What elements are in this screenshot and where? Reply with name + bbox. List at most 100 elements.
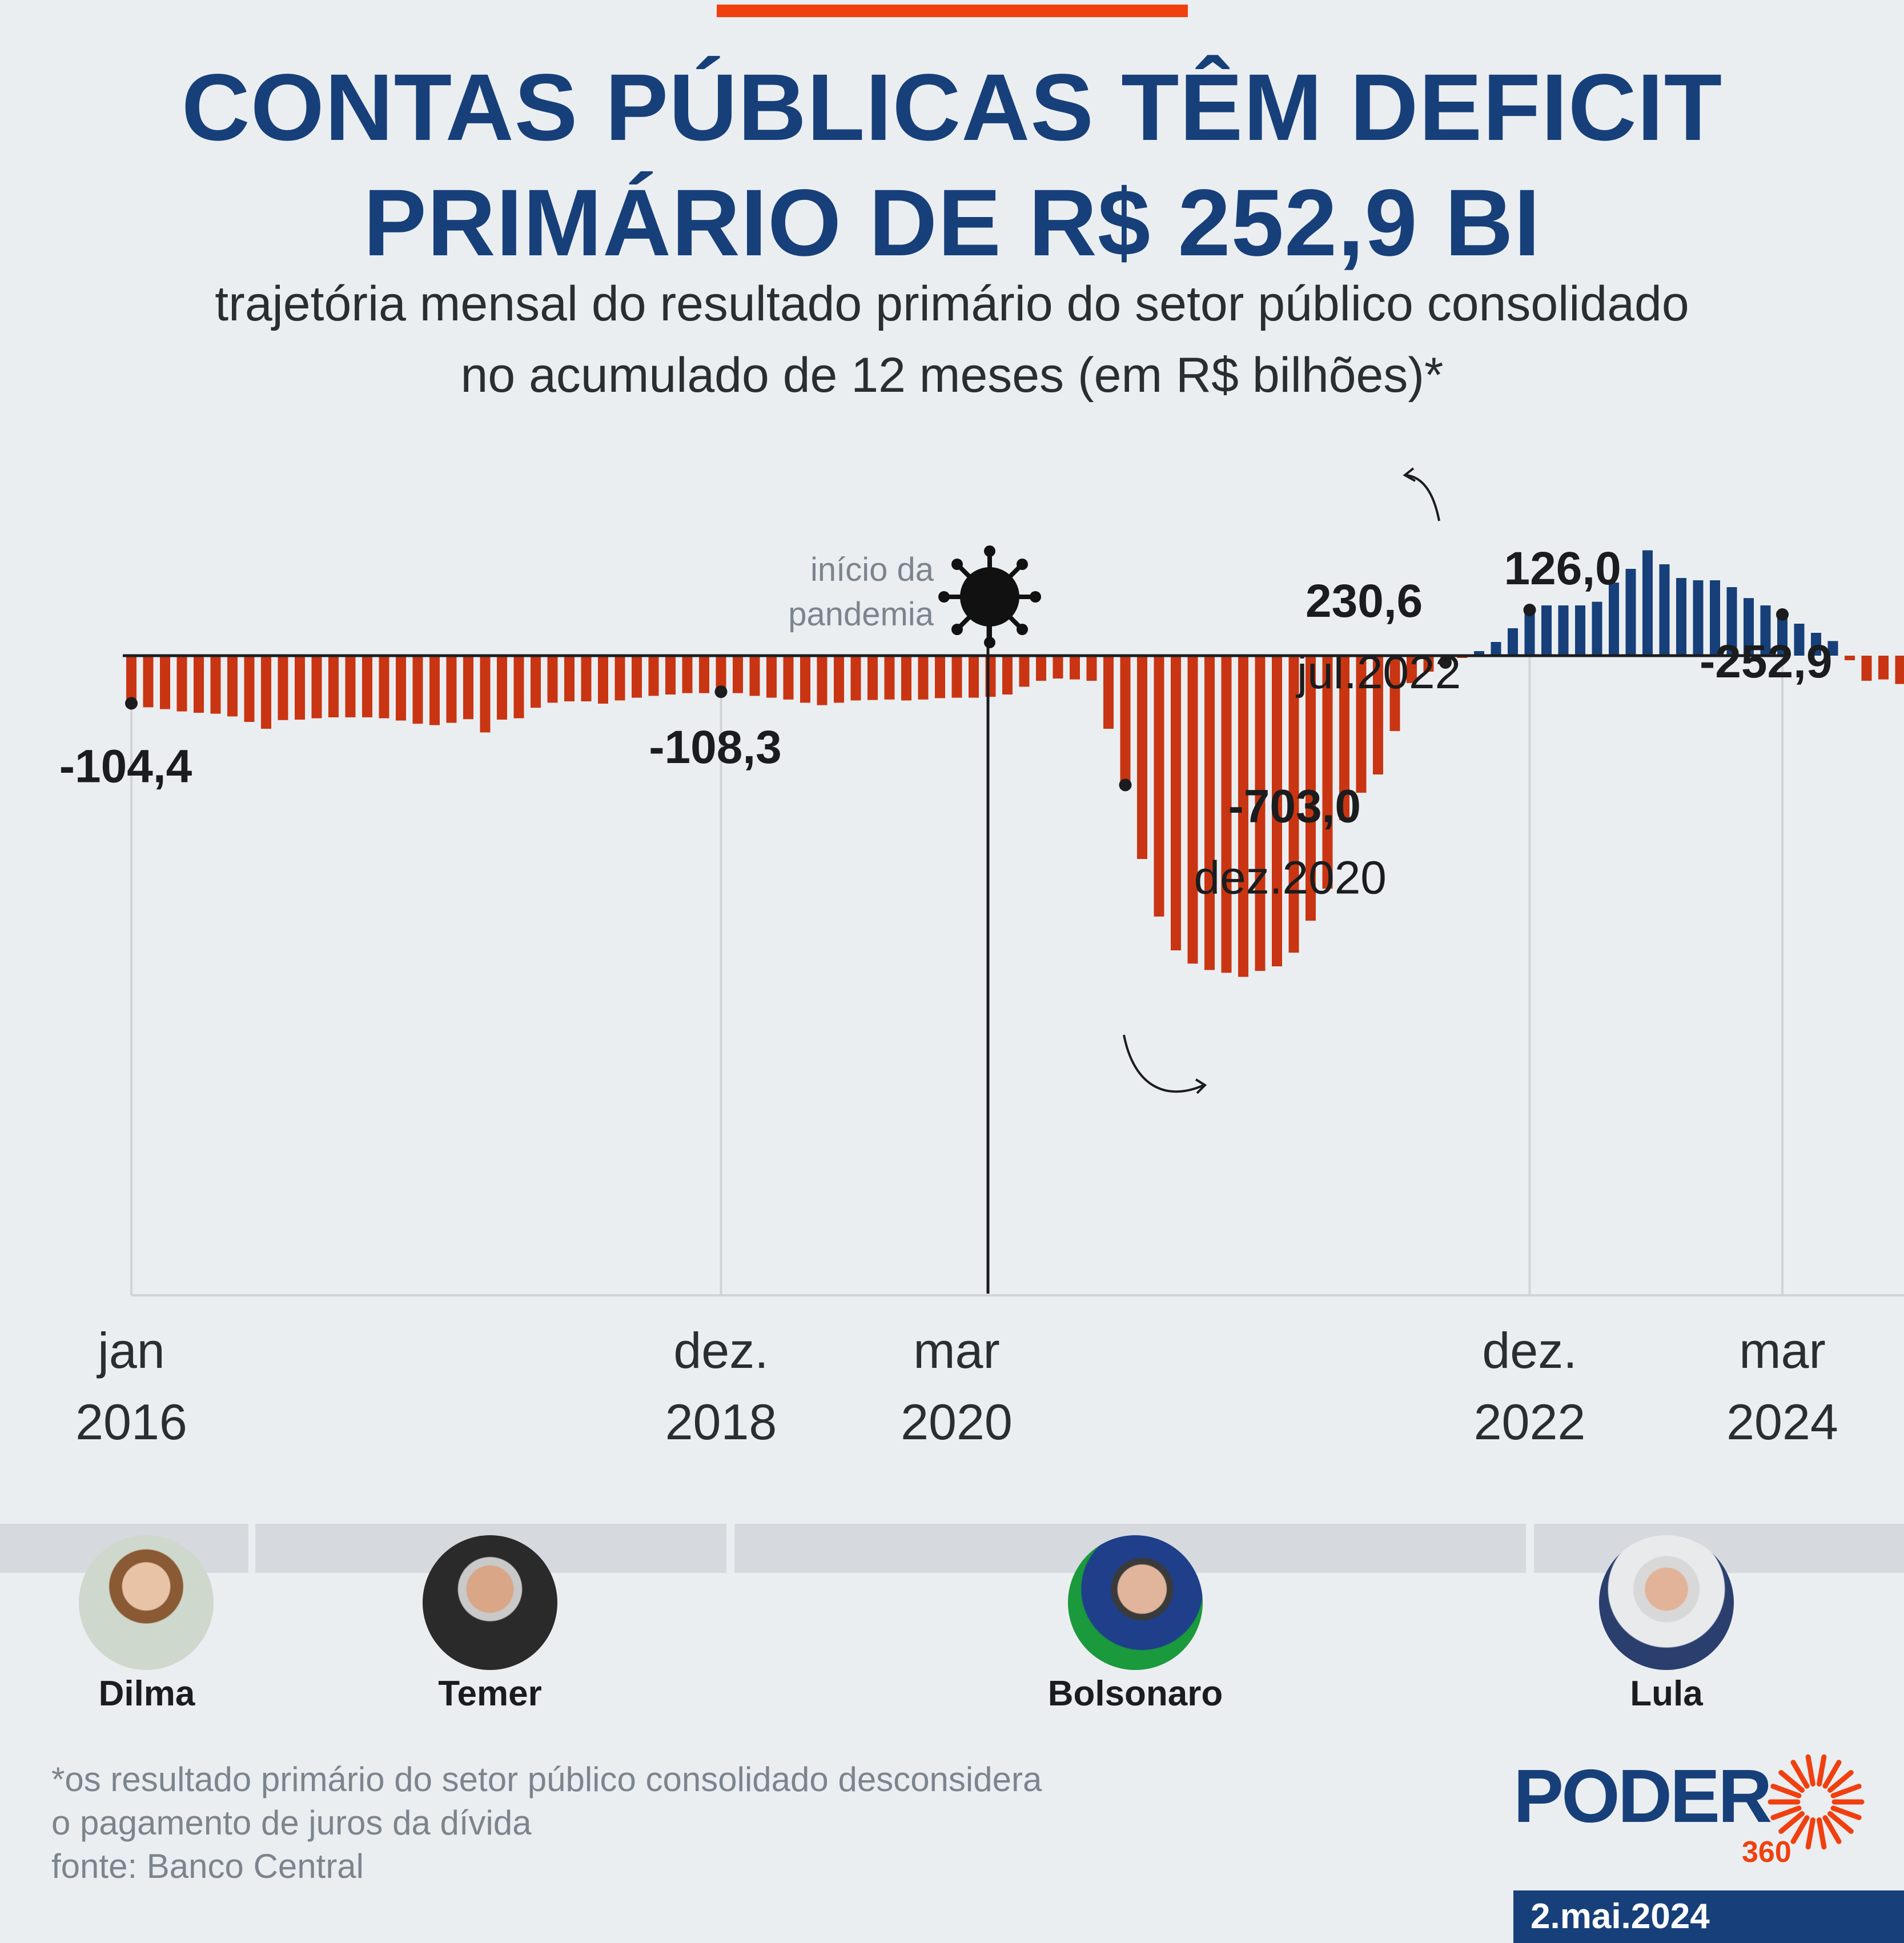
- president-name-bolsonaro: Bolsonaro: [1047, 1674, 1223, 1713]
- bar-88: [1609, 583, 1619, 656]
- bar-76: [1407, 656, 1417, 683]
- title-line-1: CONTAS PÚBLICAS TÊM DEFICIT: [181, 55, 1723, 160]
- bar-75: [1389, 656, 1400, 731]
- sunburst-ray-13: [1805, 1754, 1815, 1787]
- sunburst-ray-10: [1770, 1784, 1802, 1799]
- annotation-label-4: dez.2020: [1194, 852, 1387, 904]
- avatar-temer: [423, 1535, 557, 1670]
- bar-70: [1306, 656, 1316, 921]
- subtitle-line-2: no acumulado de 12 meses (em R$ bilhões)…: [460, 348, 1444, 403]
- bar-40: [800, 656, 810, 703]
- x-tick-year-4: 2024: [1726, 1394, 1838, 1450]
- bar-63: [1187, 656, 1198, 964]
- bar-100: [1811, 633, 1821, 656]
- annotation-value-0: -104,4: [59, 741, 192, 793]
- x-tick-month-0: jan: [96, 1322, 164, 1379]
- x-tick-month-4: mar: [1739, 1322, 1826, 1379]
- bar-29: [614, 656, 625, 701]
- x-tick-year-2: 2020: [901, 1394, 1013, 1450]
- sunburst-ray-11: [1778, 1770, 1805, 1793]
- sunburst-ray-17: [1830, 1784, 1862, 1799]
- bar-84: [1541, 605, 1552, 656]
- bar-59: [1120, 656, 1131, 785]
- bar-7: [244, 656, 255, 722]
- bar-57: [1086, 656, 1097, 681]
- annotation-dot-0: [125, 697, 138, 710]
- annotation-value-5: -252,9: [1700, 636, 1833, 688]
- peak-arrow: [1405, 474, 1440, 521]
- bar-105: [1895, 656, 1904, 684]
- avatar-lula: [1599, 1535, 1734, 1670]
- bar-101: [1827, 641, 1838, 656]
- x-tick-year-0: 2016: [75, 1394, 187, 1450]
- sunburst-ray-8: [1770, 1805, 1802, 1820]
- poder360-logo: PODER 360: [1513, 1754, 1865, 1869]
- bar-80: [1474, 651, 1484, 656]
- bar-43: [850, 656, 861, 701]
- avatar-bolsonaro: [1068, 1535, 1203, 1670]
- bar-26: [564, 656, 575, 701]
- sunburst-ray-12: [1790, 1760, 1810, 1789]
- bar-92: [1676, 578, 1686, 656]
- bar-27: [581, 656, 592, 701]
- pandemic-label-2: pandemia: [788, 596, 934, 633]
- pandemic-label-1: início da: [810, 551, 934, 588]
- bar-19: [446, 656, 457, 723]
- bar-72: [1339, 656, 1349, 820]
- bar-95: [1726, 587, 1737, 656]
- bar-96: [1744, 598, 1754, 656]
- bar-54: [1036, 656, 1046, 681]
- publication-date: 2.mai.2024: [1513, 1890, 1904, 1943]
- logo-wordmark: PODER: [1513, 1754, 1771, 1838]
- logo-number: 360: [1742, 1836, 1791, 1869]
- bar-97: [1760, 605, 1771, 656]
- bar-41: [817, 656, 828, 705]
- bar-30: [632, 656, 642, 698]
- bar-36: [733, 656, 743, 693]
- bar-65: [1221, 656, 1232, 973]
- sunburst-ray-4: [1817, 1817, 1827, 1850]
- bar-16: [396, 656, 406, 721]
- x-tick-year-3: 2022: [1474, 1394, 1586, 1450]
- bar-81: [1491, 642, 1501, 656]
- chart-title: CONTAS PÚBLICAS TÊM DEFICIT PRIMÁRIO DE …: [0, 50, 1904, 281]
- bar-18: [429, 656, 440, 725]
- bar-46: [901, 656, 911, 701]
- sunburst-icon: [1768, 1754, 1865, 1850]
- bar-52: [1002, 656, 1013, 694]
- bar-31: [648, 656, 659, 696]
- bar-2: [160, 656, 170, 709]
- bar-61: [1154, 656, 1164, 917]
- bar-33: [682, 656, 693, 693]
- bar-37: [749, 656, 760, 696]
- bar-93: [1693, 580, 1704, 656]
- subtitle-line-1: trajetória mensal do resultado primário …: [215, 276, 1689, 331]
- bar-49: [951, 656, 962, 698]
- bar-1: [143, 656, 154, 708]
- bar-102: [1845, 656, 1855, 660]
- data-labels: -104,4 -108,3 230,6 jul.2022 126,0 -703,0 dez.…: [59, 543, 1833, 904]
- bar-12: [328, 656, 339, 717]
- bar-11: [311, 656, 322, 718]
- sunburst-ray-6: [1790, 1815, 1810, 1844]
- annotation-value-3: 126,0: [1504, 543, 1621, 595]
- bar-85: [1558, 605, 1569, 656]
- bar-0: [126, 656, 136, 704]
- x-tick-month-1: dez.: [673, 1322, 768, 1379]
- peak-arrow-head: [1403, 467, 1416, 482]
- bar-35: [716, 656, 726, 692]
- bars: [126, 550, 1904, 977]
- bar-14: [362, 656, 372, 717]
- bar-39: [783, 656, 794, 700]
- bar-28: [598, 656, 608, 704]
- bar-24: [531, 656, 541, 708]
- bar-44: [867, 656, 878, 700]
- bar-45: [884, 656, 895, 700]
- bar-6: [227, 656, 238, 717]
- bar-34: [699, 656, 709, 693]
- annotation-dot-2: [1439, 656, 1452, 669]
- bar-86: [1575, 605, 1585, 656]
- bar-3: [176, 656, 187, 712]
- bar-50: [969, 656, 979, 698]
- bar-53: [1019, 656, 1030, 687]
